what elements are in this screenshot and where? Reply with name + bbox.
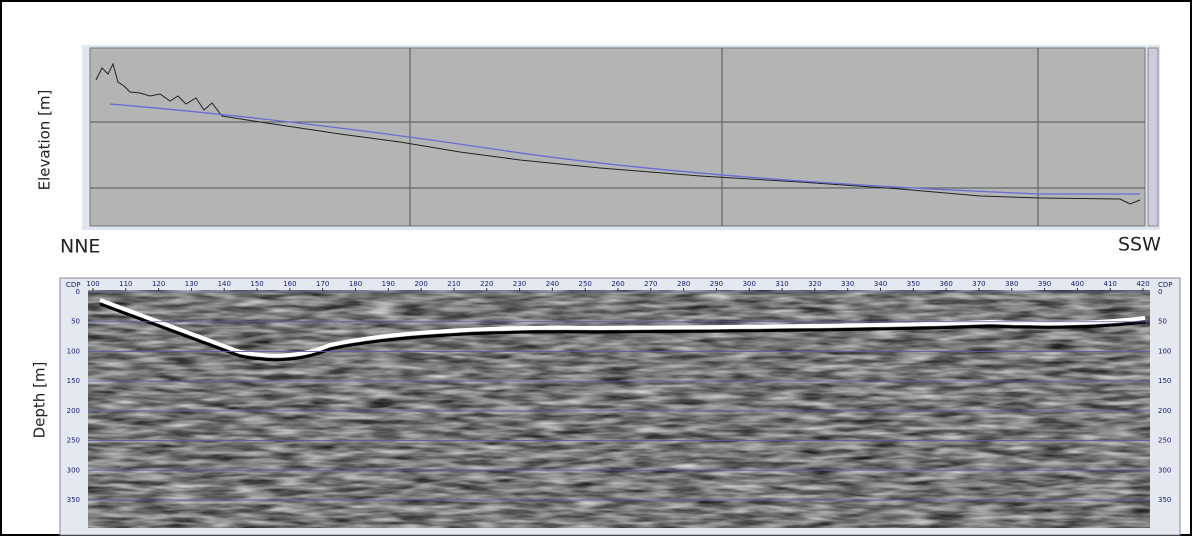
cdp-tick-label: 320	[808, 280, 821, 288]
cdp-tick-label: 300	[743, 280, 756, 288]
cdp-tick-label: 370	[972, 280, 985, 288]
cdp-tick-label: 380	[1005, 280, 1018, 288]
elevation-axis-label: Elevation [m]	[36, 90, 54, 191]
depth-tick-label: 50	[1158, 318, 1167, 326]
depth-tick-label: 300	[67, 466, 80, 474]
depth-tick-label: 0	[1158, 288, 1162, 296]
cdp-tick-label: 240	[546, 280, 559, 288]
cdp-tick-label: 180	[349, 280, 362, 288]
depth-tick-label: 100	[67, 347, 80, 355]
cdp-tick-label: 270	[644, 280, 657, 288]
cdp-tick-label: 160	[283, 280, 296, 288]
cdp-tick-label: 120	[152, 280, 165, 288]
cdp-label: CDP	[1158, 281, 1173, 289]
elevation-trend	[109, 103, 1140, 195]
cdp-tick-label: 420	[1136, 280, 1149, 288]
cdp-tick-label: 190	[382, 280, 395, 288]
depth-tick-label: 300	[1158, 466, 1171, 474]
cdp-tick-label: 100	[86, 280, 99, 288]
cdp-tick-label: 280	[677, 280, 690, 288]
cdp-tick-label: 260	[611, 280, 624, 288]
depth-tick-label: 0	[76, 288, 80, 296]
elevation-trace	[95, 62, 1141, 205]
depth-tick-label: 100	[1158, 347, 1171, 355]
direction-left: NNE	[60, 236, 100, 258]
depth-tick-label: 200	[1158, 407, 1171, 415]
cdp-tick-label: 140	[218, 280, 231, 288]
cdp-tick-label: 390	[1038, 280, 1051, 288]
cdp-tick-label: 150	[250, 280, 263, 288]
depth-tick-label: 350	[1158, 496, 1171, 504]
cdp-tick-label: 350	[907, 280, 920, 288]
depth-tick-label: 150	[1158, 377, 1171, 385]
cdp-tick-label: 410	[1104, 280, 1117, 288]
cdp-tick-label: 340	[874, 280, 887, 288]
cdp-tick-label: 210	[447, 280, 460, 288]
cdp-tick-label: 230	[513, 280, 526, 288]
elevation-grid	[90, 48, 1145, 226]
cdp-label: CDP	[66, 281, 81, 289]
depth-tick-label: 250	[67, 437, 80, 445]
depth-tick-label: 50	[71, 318, 80, 326]
cdp-tick-label: 130	[185, 280, 198, 288]
depth-tick-label: 200	[67, 407, 80, 415]
cdp-tick-label: 250	[579, 280, 592, 288]
cdp-tick-label: 220	[480, 280, 493, 288]
depth-tick-label: 250	[1158, 437, 1171, 445]
cdp-tick-label: 110	[119, 280, 132, 288]
direction-right: SSW	[1118, 234, 1161, 256]
depth-tick-label: 350	[67, 496, 80, 504]
depth-tick-label: 150	[67, 377, 80, 385]
scrollbar	[1147, 47, 1159, 227]
cdp-tick-label: 200	[414, 280, 427, 288]
depth-axis-label: Depth [m]	[31, 362, 49, 439]
elevation-panel	[89, 47, 1146, 227]
cdp-tick-label: 290	[710, 280, 723, 288]
cdp-tick-label: 330	[841, 280, 854, 288]
cdp-tick-label: 360	[939, 280, 952, 288]
reflector-dark	[99, 302, 1146, 362]
cdp-tick-label: 310	[775, 280, 788, 288]
cdp-tick-label: 400	[1071, 280, 1084, 288]
cdp-tick-label: 170	[316, 280, 329, 288]
